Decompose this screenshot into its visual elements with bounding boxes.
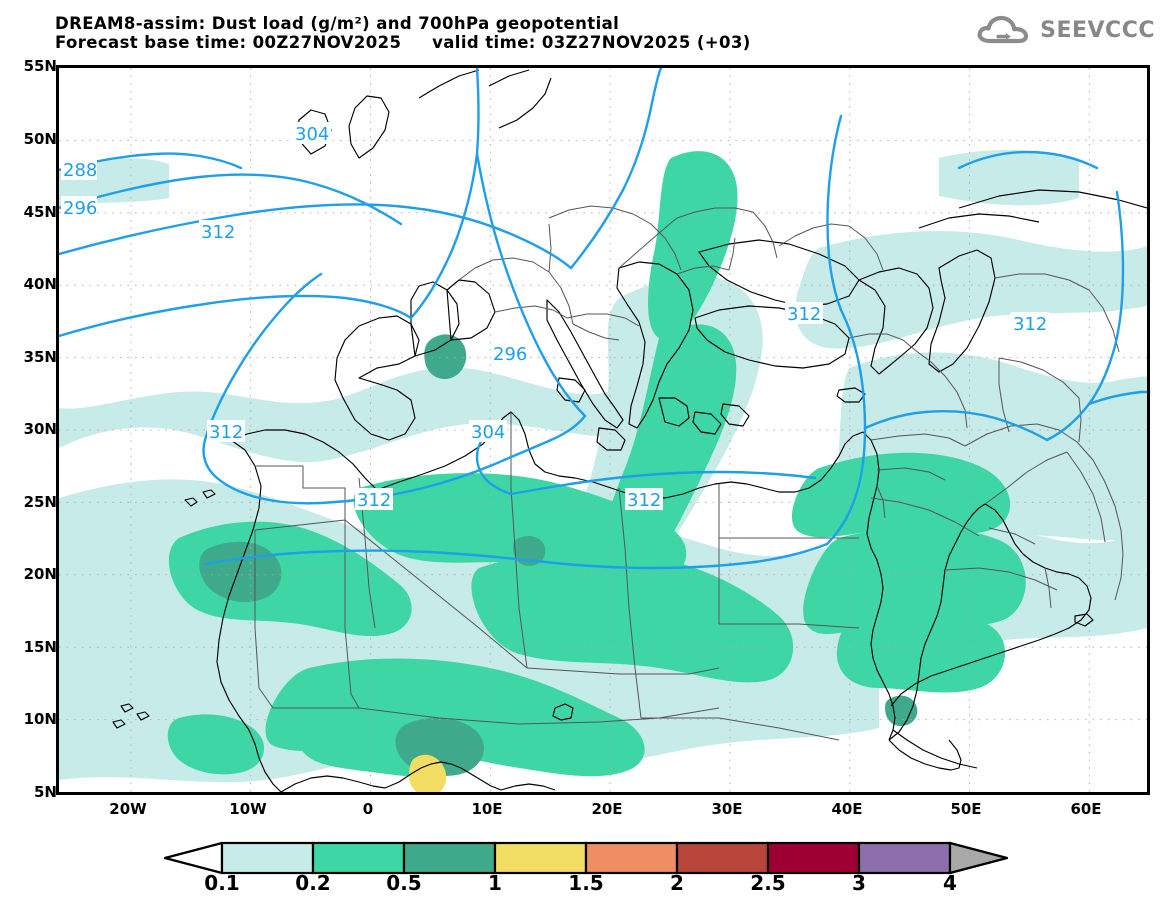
x-tick-20E: 20E [591, 800, 623, 818]
x-tick-40E: 40E [831, 800, 863, 818]
colorbar-tick-4: 4 [943, 871, 957, 895]
chart-header: DREAM8-assim: Dust load (g/m²) and 700hP… [0, 0, 1165, 60]
svg-text:312: 312 [627, 490, 661, 511]
contour-label-304-b: 304 [469, 420, 507, 443]
geopotential-contours [59, 68, 1147, 570]
colorbar-band-0.5-1 [402, 841, 497, 875]
dust-shading-level-1.0 [409, 754, 447, 792]
cloud-icon [977, 15, 1029, 44]
svg-text:312: 312 [357, 490, 391, 511]
contour-label-312-b: 312 [207, 420, 245, 443]
y-tick-45N: 45N [23, 203, 57, 221]
svg-text:312: 312 [1013, 314, 1047, 335]
y-tick-40N: 40N [23, 275, 57, 293]
contour-label-312-d: 312 [625, 488, 663, 511]
colorbar-tick-2: 2 [670, 871, 684, 895]
map-country-borders [254, 205, 1124, 741]
contour-label-312-f: 312 [1011, 312, 1049, 335]
logo-text: SEEVCCC [1040, 17, 1155, 43]
colorbar: 0.1 0.2 0.5 1 1.5 2 2.5 3 4 [0, 838, 1165, 907]
svg-text:304: 304 [295, 124, 329, 145]
y-tick-35N: 35N [23, 348, 57, 366]
colorbar-band-2-2.5 [675, 841, 770, 875]
colorbar-band-3-4 [857, 841, 952, 875]
map-coastlines [112, 69, 1147, 792]
x-tick-10E: 10E [471, 800, 503, 818]
colorbar-tick-1: 1 [488, 871, 502, 895]
colorbar-band-2.5-3 [766, 841, 861, 875]
page-title: DREAM8-assim: Dust load (g/m²) and 700hP… [55, 14, 620, 33]
y-tick-10N: 10N [23, 710, 57, 728]
map-plot-area: 288 296 304 312 296 304 312 312 312 312 … [56, 65, 1150, 795]
y-tick-15N: 15N [23, 638, 57, 656]
contour-label-288: 288 [61, 158, 97, 181]
contour-label-312-a: 312 [199, 220, 237, 243]
contour-label-304-a: 304 [293, 122, 331, 145]
colorbar-band-1.5-2 [584, 841, 679, 875]
colorbar-tick-0.2: 0.2 [295, 871, 331, 895]
colorbar-tick-1.5: 1.5 [568, 871, 604, 895]
colorbar-band-1-1.5 [493, 841, 588, 875]
x-tick-50E: 50E [950, 800, 982, 818]
colorbar-under-arrow [163, 841, 224, 875]
svg-text:288: 288 [63, 160, 97, 181]
x-tick-30E: 30E [711, 800, 743, 818]
forecast-time-subtitle: Forecast base time: 00Z27NOV2025 valid t… [55, 33, 751, 52]
x-tick-0: 0 [362, 800, 374, 818]
contour-label-296-a: 296 [61, 196, 97, 219]
contour-label-312-c: 312 [355, 488, 393, 511]
colorbar-tick-0.5: 0.5 [386, 871, 422, 895]
y-tick-30N: 30N [23, 420, 57, 438]
seevccc-logo: SEEVCCC [976, 14, 1155, 46]
y-tick-20N: 20N [23, 565, 57, 583]
colorbar-over-arrow [948, 841, 1009, 875]
contour-labels: 288 296 304 312 296 304 312 312 312 312 … [61, 122, 1049, 511]
x-tick-60E: 60E [1070, 800, 1102, 818]
colorbar-swatches [163, 841, 1009, 875]
map-canvas: 288 296 304 312 296 304 312 312 312 312 … [59, 68, 1147, 792]
y-tick-55N: 55N [23, 57, 57, 75]
contour-label-312-e: 312 [785, 302, 823, 325]
x-tick-20W: 20W [109, 800, 147, 818]
y-tick-50N: 50N [23, 130, 57, 148]
colorbar-band-0.2-0.5 [311, 841, 406, 875]
colorbar-tick-3: 3 [852, 871, 866, 895]
svg-text:312: 312 [209, 422, 243, 443]
y-tick-25N: 25N [23, 493, 57, 511]
colorbar-tick-0.1: 0.1 [204, 871, 240, 895]
colorbar-band-0.1-0.2 [220, 841, 315, 875]
contour-label-296-b: 296 [491, 342, 529, 365]
y-tick-5N: 5N [34, 783, 57, 801]
svg-text:296: 296 [493, 344, 527, 365]
x-tick-10W: 10W [229, 800, 267, 818]
colorbar-tick-2.5: 2.5 [750, 871, 786, 895]
svg-text:304: 304 [471, 422, 505, 443]
svg-text:312: 312 [787, 304, 821, 325]
svg-text:312: 312 [201, 222, 235, 243]
svg-text:296: 296 [63, 198, 97, 219]
